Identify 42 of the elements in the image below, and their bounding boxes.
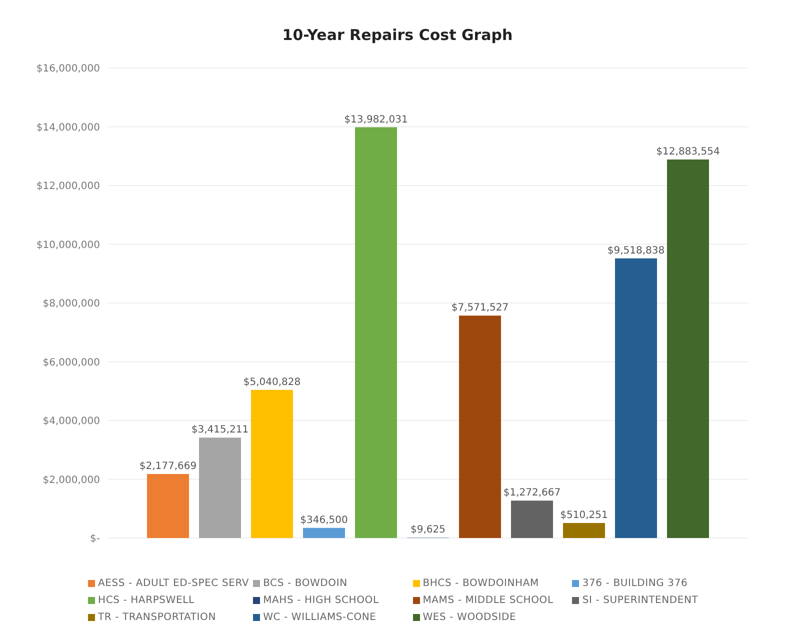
bar: [563, 523, 605, 538]
bar: [199, 438, 241, 538]
data-label: $12,883,554: [656, 146, 720, 158]
y-tick-label: $6,000,000: [42, 357, 100, 368]
legend-label: SI - SUPERINTENDENT: [582, 595, 698, 606]
data-label: $1,272,667: [503, 488, 561, 499]
bar: [459, 316, 501, 538]
y-tick-label: $12,000,000: [36, 181, 100, 192]
data-label: $2,177,669: [139, 461, 197, 472]
y-tick-label: $14,000,000: [36, 122, 100, 134]
bar: [615, 258, 657, 538]
y-tick-label: $2,000,000: [42, 474, 100, 486]
data-label: $346,500: [300, 514, 348, 526]
data-label: $7,571,527: [451, 302, 509, 314]
chart-title: 10-Year Repairs Cost Graph: [281, 25, 514, 46]
bar: [355, 127, 397, 538]
data-label: $5,040,828: [243, 376, 301, 388]
y-tick-label: $4,000,000: [42, 416, 100, 428]
bar: [303, 528, 345, 538]
legend-label: 376 - BUILDING 376: [582, 578, 688, 589]
data-label: $9,625: [410, 524, 446, 536]
legend-label: WES - WOODSIDE: [422, 612, 516, 623]
bar: [147, 474, 189, 538]
legend-label: HCS - HARPSWELL: [98, 595, 194, 606]
legend-label: WC - WILLIAMS-CONE: [263, 612, 376, 623]
y-tick-label: $-: [90, 534, 100, 545]
legend-label: AESS - ADULT ED-SPEC SERV: [98, 578, 250, 589]
legend-label: BCS - BOWDOIN: [263, 578, 348, 589]
bar: [511, 500, 553, 538]
y-tick-label: $8,000,000: [42, 298, 100, 310]
bar: [667, 160, 709, 538]
legend-label: MAHS - HIGH SCHOOL: [263, 595, 379, 606]
legend-label: MAMS - MIDDLE SCHOOL: [422, 595, 554, 606]
data-label: $3,415,211: [191, 424, 249, 436]
y-tick-label: $16,000,000: [36, 64, 100, 75]
data-label: $13,982,031: [344, 114, 408, 126]
legend-label: BHCS - BOWDOINHAM: [422, 578, 539, 589]
y-tick-label: $10,000,000: [36, 240, 100, 251]
data-label: $510,251: [560, 510, 608, 522]
legend-label: TR - TRANSPORTATION: [98, 612, 216, 623]
data-label: $9,518,838: [607, 245, 665, 256]
bar: [251, 390, 293, 538]
